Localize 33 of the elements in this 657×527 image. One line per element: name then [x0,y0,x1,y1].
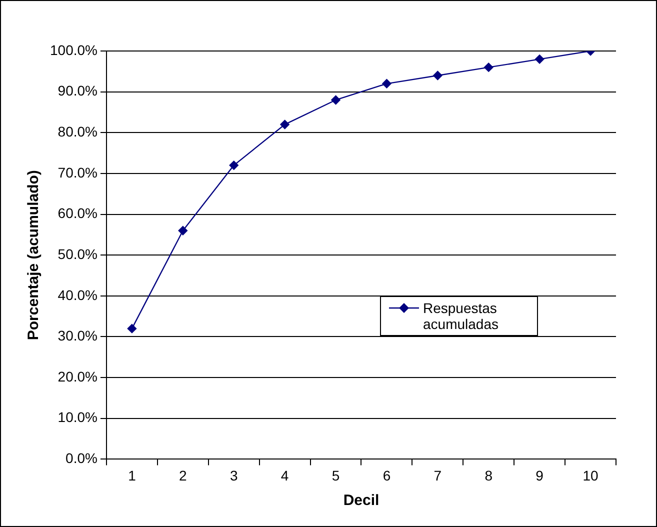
x-axis-title: Decil [343,492,380,510]
y-axis-title: Porcentaje (acumulado) [25,170,42,340]
y-tick-label: 50.0% [58,246,98,262]
point [178,226,188,236]
point [484,62,494,72]
x-tick-label: 3 [230,467,238,484]
x-tick-label: 2 [179,467,188,484]
point [127,324,137,334]
x-tick-label: 7 [434,467,442,484]
y-tick-label: 80.0% [58,124,98,140]
y-tick-label: 30.0% [58,328,98,344]
point [534,54,544,64]
x-tick-label: 10 [582,467,599,484]
y-tick-label: 20.0% [58,368,98,384]
y-tick-label: 100.0% [50,42,98,58]
point [280,120,290,130]
x-tick-label: 4 [280,467,289,484]
y-tick-label: 0.0% [66,450,98,466]
x-tick-label: 6 [382,467,391,484]
y-tick-label: 70.0% [58,164,98,180]
legend-label: Respuestas acumuladas [423,300,500,332]
point [382,79,392,88]
y-tick-label: 10.0% [58,409,98,426]
x-tick-label: 9 [536,467,544,484]
y-tick-label: 90.0% [58,82,98,99]
point [433,70,442,80]
x-tick-label: 8 [484,467,493,484]
point [229,160,238,170]
point [331,95,340,105]
x-tick-label: 1 [128,467,136,484]
y-tick-label: 60.0% [58,205,98,222]
y-tick-label: 40.0% [58,286,98,303]
x-tick-label: 5 [332,467,340,484]
